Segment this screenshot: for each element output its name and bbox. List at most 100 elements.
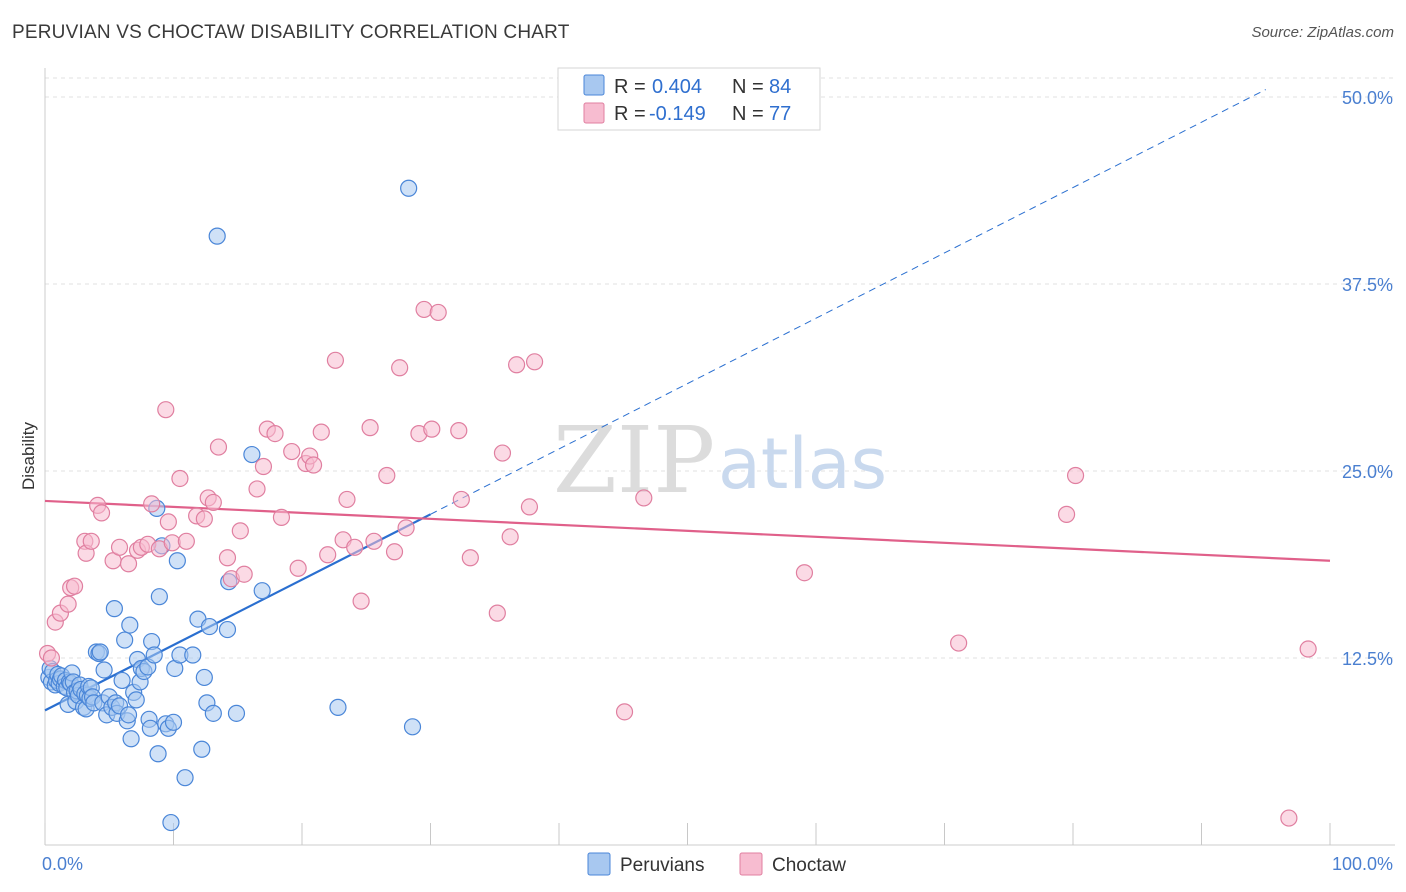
choctaw-point-23 (171, 469, 189, 488)
y-axis-title: Disability (19, 421, 38, 490)
choctaw-point-43 (304, 456, 323, 474)
legend-n-value-2: 77 (769, 103, 791, 125)
choctaw-point-45 (319, 546, 337, 564)
peruvians-point-86 (253, 582, 271, 600)
peruvians-point-88 (400, 179, 418, 197)
peruvians-point-46 (116, 631, 134, 649)
choctaw-point-9 (82, 532, 100, 550)
peruvians-point-77 (195, 668, 213, 687)
choctaw-point-11 (92, 504, 111, 522)
choctaw-point-76 (1280, 809, 1298, 827)
choctaw-point-46 (326, 351, 345, 369)
peruvians-point-89 (403, 718, 422, 736)
peruvians-point-68 (162, 813, 180, 832)
choctaw-point-13 (110, 538, 129, 556)
trend-line-choctaw (44, 499, 1331, 562)
peruvians-point-80 (204, 704, 222, 722)
peruvians-point-73 (176, 769, 194, 787)
choctaw-point-29 (209, 438, 228, 456)
peruvians-point-64 (150, 588, 168, 606)
choctaw-point-37 (266, 425, 284, 443)
peruvians-point-84 (227, 704, 246, 722)
choctaw-point-6 (65, 577, 84, 595)
peruvians-point-69 (164, 713, 183, 731)
choctaw-point-28 (204, 493, 222, 512)
choctaw-point-4 (59, 595, 77, 613)
legend-n-label-1: N = (732, 76, 764, 98)
watermark-atlas: atlas (718, 423, 887, 505)
peruvians-point-81 (208, 227, 226, 245)
choctaw-point-74 (1057, 505, 1076, 523)
choctaw-point-32 (231, 522, 249, 540)
bottom-legend-swatch-peruvians (587, 852, 611, 876)
choctaw-point-60 (429, 303, 447, 322)
correlation-legend: R = 0.404 N = 84 R = -0.149 N = 77 (557, 67, 821, 131)
choctaw-point-77 (1299, 640, 1317, 658)
watermark: ZIP atlas (553, 407, 887, 514)
choctaw-point-66 (501, 528, 519, 546)
choctaw-point-53 (378, 466, 396, 485)
choctaw-point-70 (615, 703, 634, 721)
choctaw-point-50 (352, 592, 370, 610)
trend-line-peruvians (44, 513, 431, 712)
choctaw-point-62 (452, 490, 470, 509)
series-choctaw (38, 300, 1317, 827)
choctaw-point-26 (195, 510, 213, 528)
choctaw-point-14 (119, 555, 138, 573)
trend-lines (44, 89, 1331, 712)
peruvians-point-63 (149, 745, 167, 763)
y-tick-label-1: 25.0% (1342, 462, 1393, 482)
series-peruvians (40, 179, 422, 832)
choctaw-point-72 (795, 564, 814, 582)
peruvians-point-49 (121, 616, 139, 634)
choctaw-point-1 (42, 649, 61, 667)
choctaw-point-67 (507, 356, 526, 374)
choctaw-point-54 (385, 543, 404, 561)
x-tick-label-0: 0.0% (42, 854, 83, 874)
y-tick-label-0: 12.5% (1342, 649, 1393, 669)
choctaw-point-48 (338, 490, 356, 509)
choctaw-point-40 (289, 559, 307, 577)
choctaw-point-73 (950, 634, 968, 652)
choctaw-point-39 (283, 442, 301, 461)
legend-r-value-2: -0.149 (649, 103, 706, 125)
source-label: Source: ZipAtlas.com (1251, 24, 1394, 41)
peruvians-point-71 (168, 552, 186, 570)
peruvians-point-61 (145, 646, 163, 664)
axes (44, 68, 1395, 846)
y-tick-label-3: 50.0% (1342, 88, 1393, 108)
peruvians-point-85 (243, 445, 261, 464)
choctaw-point-52 (365, 532, 383, 550)
choctaw-point-61 (450, 422, 468, 440)
legend-r-value-1: 0.404 (652, 76, 702, 98)
choctaw-point-63 (461, 549, 479, 567)
choctaw-point-33 (235, 565, 253, 583)
choctaw-point-21 (159, 513, 177, 531)
choctaw-point-20 (157, 401, 175, 419)
peruvians-point-35 (91, 643, 109, 661)
peruvians-point-76 (193, 740, 211, 758)
chart-title: PERUVIAN VS CHOCTAW DISABILITY CORRELATI… (12, 22, 570, 43)
choctaw-point-30 (218, 549, 237, 567)
choctaw-point-35 (254, 457, 273, 476)
choctaw-point-34 (248, 480, 266, 498)
choctaw-point-49 (346, 538, 364, 556)
peruvians-point-82 (218, 620, 237, 639)
peruvians-point-74 (184, 646, 202, 664)
bottom-legend-label-peruvians: Peruvians (620, 855, 705, 876)
peruvians-point-48 (119, 706, 138, 724)
choctaw-point-56 (397, 519, 415, 537)
peruvians-point-87 (329, 698, 347, 716)
peruvians-point-52 (127, 691, 145, 709)
x-tick-label-1: 100.0% (1332, 854, 1393, 874)
legend-n-value-1: 84 (769, 76, 791, 98)
choctaw-point-22 (163, 534, 181, 552)
choctaw-point-59 (423, 420, 441, 438)
legend-r-label-1: R = (614, 76, 646, 98)
legend-swatch-choctaw (583, 102, 605, 124)
watermark-zip: ZIP (553, 407, 715, 514)
choctaw-point-68 (520, 498, 539, 516)
choctaw-point-71 (635, 489, 653, 507)
series-legend: Peruvians Choctaw (587, 852, 846, 876)
